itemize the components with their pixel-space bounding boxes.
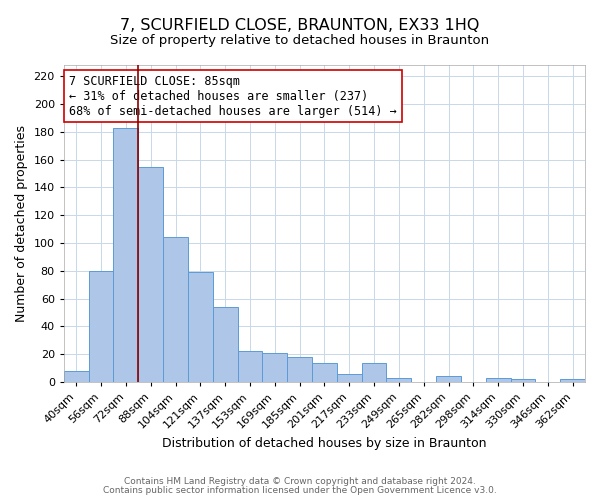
Bar <box>386 378 411 382</box>
Bar <box>262 353 287 382</box>
Bar <box>511 380 535 382</box>
Bar <box>138 166 163 382</box>
Bar <box>436 376 461 382</box>
Bar <box>486 378 511 382</box>
Bar <box>163 238 188 382</box>
Bar <box>213 307 238 382</box>
Text: Size of property relative to detached houses in Braunton: Size of property relative to detached ho… <box>110 34 490 47</box>
Bar <box>560 380 585 382</box>
Y-axis label: Number of detached properties: Number of detached properties <box>15 125 28 322</box>
Bar <box>238 352 262 382</box>
X-axis label: Distribution of detached houses by size in Braunton: Distribution of detached houses by size … <box>162 437 487 450</box>
Text: 7, SCURFIELD CLOSE, BRAUNTON, EX33 1HQ: 7, SCURFIELD CLOSE, BRAUNTON, EX33 1HQ <box>121 18 479 32</box>
Text: 7 SCURFIELD CLOSE: 85sqm
← 31% of detached houses are smaller (237)
68% of semi-: 7 SCURFIELD CLOSE: 85sqm ← 31% of detach… <box>69 74 397 118</box>
Bar <box>89 271 113 382</box>
Bar <box>287 357 312 382</box>
Bar <box>337 374 362 382</box>
Text: Contains public sector information licensed under the Open Government Licence v3: Contains public sector information licen… <box>103 486 497 495</box>
Bar <box>113 128 138 382</box>
Bar <box>64 371 89 382</box>
Bar <box>188 272 213 382</box>
Bar <box>312 362 337 382</box>
Bar <box>362 362 386 382</box>
Text: Contains HM Land Registry data © Crown copyright and database right 2024.: Contains HM Land Registry data © Crown c… <box>124 477 476 486</box>
